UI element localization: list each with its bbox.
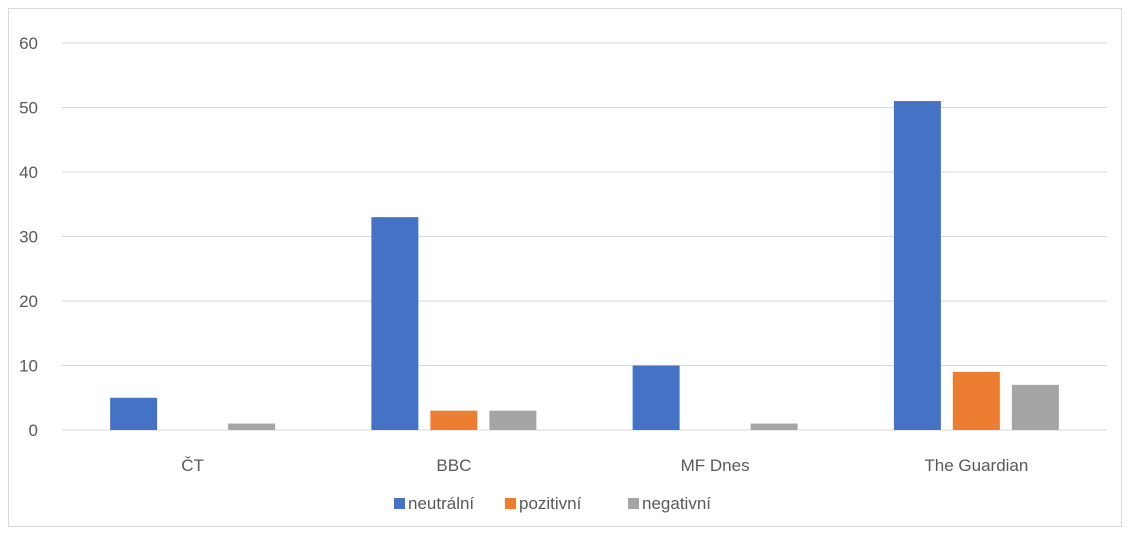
legend-swatch	[628, 498, 639, 509]
gridlines	[62, 42, 1107, 431]
x-category-label: The Guardian	[924, 456, 1028, 475]
y-tick-label: 40	[19, 163, 38, 182]
bar	[489, 410, 537, 430]
bar	[632, 365, 680, 430]
x-category-label: ČT	[181, 456, 204, 475]
x-category-label: BBC	[436, 456, 471, 475]
bar	[371, 217, 419, 430]
x-category-label: MF Dnes	[681, 456, 750, 475]
bar	[750, 423, 798, 430]
bar	[893, 101, 941, 431]
legend-label: neutrální	[408, 494, 474, 513]
legend: neutrální pozitivní negativní	[394, 494, 711, 513]
y-tick-label: 0	[29, 421, 38, 440]
x-axis-labels: ČT BBC MF Dnes The Guardian	[181, 456, 1028, 475]
y-axis-ticks: 0 10 20 30 40 50 60	[19, 34, 38, 440]
legend-swatch	[505, 498, 516, 509]
y-tick-label: 50	[19, 99, 38, 118]
bars	[110, 101, 1059, 431]
bar	[952, 371, 1000, 430]
y-tick-label: 10	[19, 357, 38, 376]
y-tick-label: 60	[19, 34, 38, 53]
bar	[1011, 384, 1059, 430]
legend-label: pozitivní	[519, 494, 582, 513]
bar	[228, 423, 276, 430]
legend-swatch	[394, 498, 405, 509]
legend-label: negativní	[642, 494, 711, 513]
bar	[110, 397, 158, 430]
y-tick-label: 30	[19, 228, 38, 247]
bar	[430, 410, 478, 430]
y-tick-label: 20	[19, 292, 38, 311]
